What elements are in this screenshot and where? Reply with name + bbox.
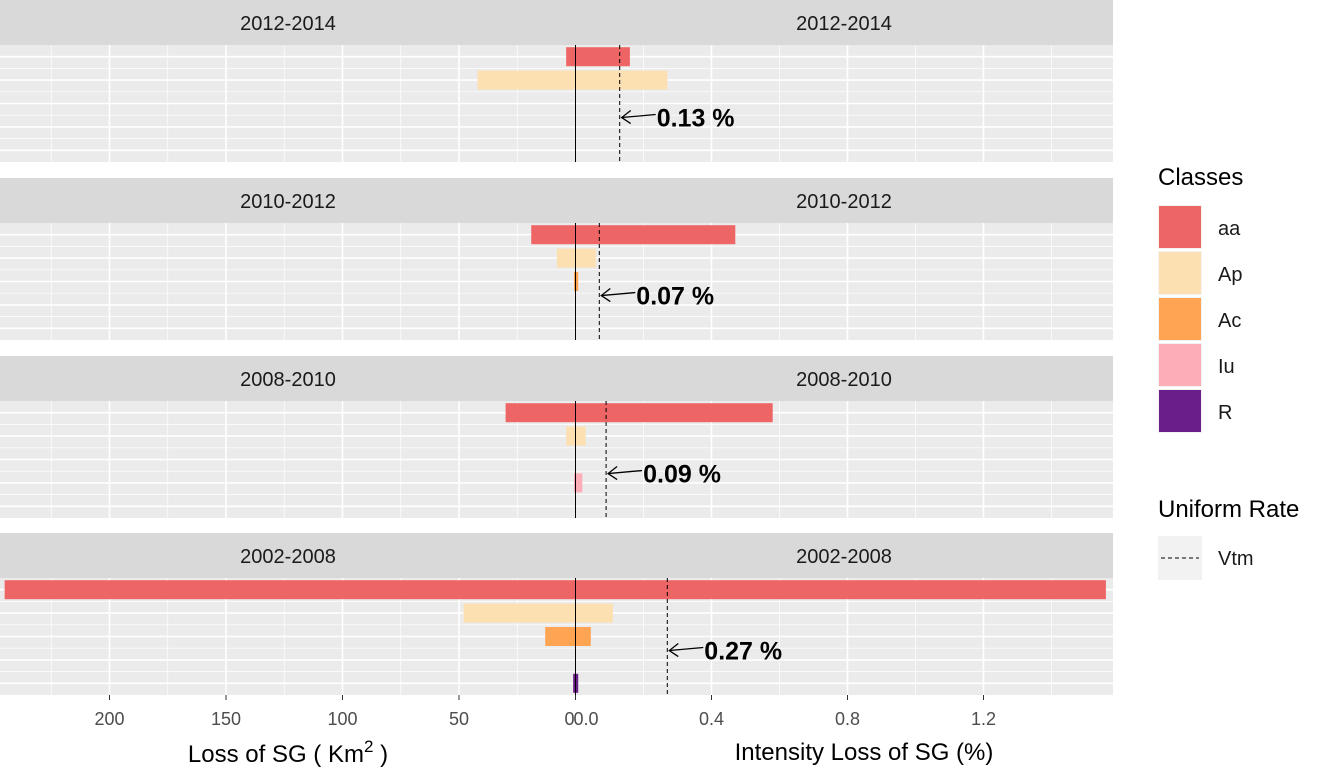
- bar-loss-aa: [566, 47, 576, 67]
- bar-intensity-aa: [575, 47, 630, 67]
- legend-label-R: R: [1218, 402, 1232, 424]
- bar-intensity-Ap: [575, 426, 586, 446]
- bar-intensity-Ac: [575, 272, 579, 291]
- bar-loss-aa: [531, 225, 576, 245]
- bar-loss-Ap: [463, 603, 576, 623]
- uniform-rate-annotation: 0.07 %: [636, 283, 714, 311]
- bar-intensity-aa: [575, 225, 736, 245]
- left-axis-tick-label: 150: [211, 709, 241, 729]
- legend-swatch-Ap: [1159, 252, 1201, 294]
- bar-intensity-aa: [575, 403, 773, 423]
- bar-loss-aa: [505, 403, 576, 423]
- legend-swatch-Ac: [1159, 298, 1201, 340]
- legend-label-Iu: Iu: [1218, 356, 1235, 378]
- strip-label-left: 2002-2008: [240, 546, 336, 568]
- legend-swatch-aa: [1159, 206, 1201, 248]
- annotation-arrow: [669, 646, 704, 652]
- panel-2010-2012: 2010-2012 2010-2012 0.07 %: [0, 178, 1113, 340]
- bar-intensity-Ac: [575, 627, 591, 646]
- uniform-rate-annotation: 0.13 %: [657, 105, 735, 133]
- annotation-arrowhead: [620, 110, 632, 125]
- right-axis-tick-label: 1.2: [971, 709, 996, 729]
- annotation-arrowhead: [668, 643, 679, 658]
- strip-background: [0, 178, 1113, 223]
- annotation-arrowhead: [600, 288, 611, 303]
- right-axis-title: Intensity Loss of SG (%): [735, 739, 994, 766]
- annotation-arrowhead: [606, 466, 618, 481]
- strip-label-right: 2002-2008: [796, 546, 892, 568]
- strip-label-left: 2008-2010: [240, 369, 336, 391]
- left-axis-tick-label: 0: [564, 709, 574, 729]
- legend-label-Ap: Ap: [1218, 264, 1242, 286]
- strip-label-right: 2012-2014: [796, 13, 892, 35]
- strip-background: [0, 533, 1113, 578]
- bar-intensity-Iu: [575, 473, 583, 493]
- right-axis-tick-label: 0.8: [835, 709, 860, 729]
- x-axis-layer: Loss of SG ( Km2 ) Intensity Loss of SG …: [94, 695, 996, 768]
- bar-loss-Ap: [477, 70, 576, 90]
- legend-swatch-Iu: [1159, 344, 1201, 386]
- bar-loss-Ap: [566, 426, 576, 446]
- annotation-arrow: [601, 291, 636, 297]
- uniform-rate-label: Vtm: [1218, 548, 1254, 570]
- legend-title: Classes: [1158, 164, 1243, 191]
- panel-2012-2014: 2012-2014 2012-2014 0.13 %: [0, 0, 1113, 162]
- strip-label-right: 2010-2012: [796, 191, 892, 213]
- strip-label-left: 2010-2012: [240, 191, 336, 213]
- uniform-rate-legend-title: Uniform Rate: [1158, 496, 1299, 523]
- bar-intensity-R: [575, 673, 579, 693]
- annotation-arrow: [621, 113, 656, 119]
- left-axis-title: Loss of SG ( Km2 ): [188, 737, 388, 768]
- strip-label-right: 2008-2010: [796, 369, 892, 391]
- bar-loss-R: [573, 673, 576, 693]
- legend-label-aa: aa: [1218, 218, 1241, 240]
- bar-loss-Ac: [574, 272, 576, 291]
- annotation-arrow: [608, 469, 643, 475]
- left-axis-tick-label: 50: [449, 709, 469, 729]
- panel-2002-2008: 2002-2008 2002-2008 0.27 %: [0, 533, 1113, 695]
- bar-intensity-Ap: [575, 603, 613, 623]
- legend: Classes Uniform Rate Vtm aa Ap Ac Iu R: [1158, 164, 1299, 580]
- left-axis-tick-label: 200: [94, 709, 124, 729]
- legend-label-Ac: Ac: [1218, 310, 1241, 332]
- bar-intensity-aa: [575, 580, 1106, 600]
- panel-2008-2010: 2008-2010 2008-2010 0.09 %: [0, 356, 1113, 518]
- bar-loss-aa: [4, 580, 576, 600]
- bar-loss-Ac: [545, 627, 576, 646]
- uniform-rate-annotation: 0.27 %: [704, 638, 782, 666]
- right-axis-tick-label: 0.4: [699, 709, 724, 729]
- left-axis-tick-label: 100: [327, 709, 357, 729]
- legend-swatch-R: [1159, 390, 1201, 432]
- bar-intensity-Ap: [575, 70, 668, 90]
- bar-loss-Ap: [556, 248, 576, 268]
- strip-background: [0, 0, 1113, 45]
- uniform-rate-annotation: 0.09 %: [643, 461, 721, 489]
- right-axis-tick-label: 0.0: [574, 709, 599, 729]
- strip-background: [0, 356, 1113, 401]
- strip-label-left: 2012-2014: [240, 13, 336, 35]
- bar-loss-Iu: [574, 473, 576, 493]
- uniform-rate-key-bg: [1158, 536, 1202, 580]
- bar-intensity-Ap: [575, 248, 596, 268]
